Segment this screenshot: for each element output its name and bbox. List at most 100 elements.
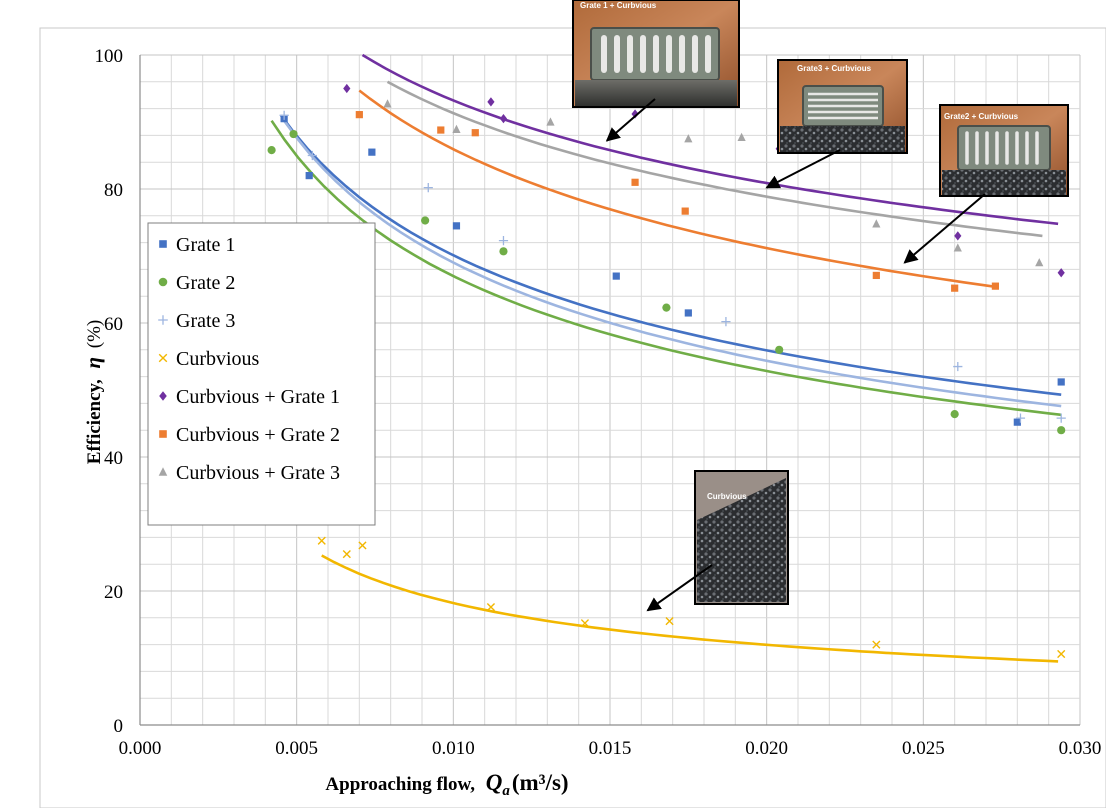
data-point-series-2-1 <box>307 150 317 161</box>
data-point-series-2-4 <box>721 317 731 327</box>
data-point-series-2-3 <box>498 235 509 246</box>
data-point-series-3-3 <box>486 602 496 612</box>
trend-line-series-6 <box>386 80 1043 238</box>
inset-arrow-3 <box>646 564 713 612</box>
y-axis-label: Efficiency, <box>84 379 105 464</box>
legend-marker-6 <box>158 467 168 476</box>
data-point-series-4-2 <box>499 114 508 124</box>
data-point-series-3-7 <box>1057 649 1066 659</box>
data-point-series-5-1 <box>437 126 445 134</box>
data-point-series-1-3 <box>499 247 508 256</box>
data-point-series-6-2 <box>546 117 555 126</box>
inset-photos: Grate 1 + Curbvious Grate3 + Curbvious <box>572 0 1069 605</box>
data-point-series-3-6 <box>872 640 881 649</box>
data-point-series-0-6 <box>1013 418 1021 426</box>
data-point-series-0-2 <box>368 148 376 156</box>
data-point-series-6-5 <box>872 219 881 228</box>
data-point-series-2-5 <box>953 361 963 372</box>
data-point-series-0-1 <box>305 172 313 180</box>
data-point-series-6-4 <box>737 132 746 142</box>
x-tick-label: 0.030 <box>1059 738 1102 759</box>
legend-label-5: Curbvious + Grate 2 <box>176 424 340 446</box>
data-point-series-3-4 <box>580 619 590 628</box>
x-axis-symbol: Q <box>486 770 503 795</box>
inset-grate2-label: Grate2 + Curbvious <box>944 112 1019 121</box>
x-tick-label: 0.025 <box>902 738 945 759</box>
x-tick-label: 0.015 <box>589 738 632 759</box>
x-axis-units: (m³/s) <box>512 770 569 795</box>
y-tick-label: 60 <box>104 314 123 335</box>
data-point-series-0-5 <box>684 309 692 317</box>
inset-grate2-curbvious: Grate2 + Curbvious <box>939 104 1069 197</box>
data-point-series-3-2 <box>358 541 367 550</box>
data-point-series-1-7 <box>1057 426 1066 435</box>
data-point-series-5-0 <box>355 111 363 119</box>
data-point-series-5-4 <box>681 207 689 215</box>
trend-line-series-5 <box>358 89 996 289</box>
inset-arrows <box>605 98 986 612</box>
data-point-series-1-1 <box>289 129 298 139</box>
tick-labels: 0.000 0.005 0.010 0.015 0.020 0.025 0.030 0 20 40… <box>95 46 1102 759</box>
data-point-series-5-3 <box>631 178 639 186</box>
x-axis-label: Approaching flow, <box>325 774 475 795</box>
legend-label-0: Grate 1 <box>176 234 235 256</box>
data-point-series-3-0 <box>317 536 326 545</box>
data-point-series-3-5 <box>665 617 674 626</box>
data-point-series-5-7 <box>991 282 999 290</box>
data-point-series-6-7 <box>1035 258 1044 267</box>
legend-marker-4 <box>159 391 167 401</box>
legend-label-1: Grate 2 <box>176 272 235 294</box>
trend-line-series-2 <box>283 119 1062 408</box>
inset-arrow-0 <box>605 98 656 142</box>
data-point-series-0-3 <box>452 222 461 230</box>
x-axis-title: Approaching flow, Qa(m³/s) <box>325 770 568 799</box>
data-point-series-2-7 <box>1056 413 1066 423</box>
y-tick-label: 80 <box>104 180 123 201</box>
legend: Grate 1 Grate 2 Grate 3 Curbvious Curbvious … <box>147 222 376 526</box>
data-point-series-2-2 <box>423 183 433 193</box>
data-point-series-6-0 <box>383 99 392 108</box>
inset-grate1-curbvious: Grate 1 + Curbvious <box>572 0 740 108</box>
data-point-series-1-6 <box>950 410 959 419</box>
data-point-series-4-1 <box>487 97 495 107</box>
data-point-series-6-1 <box>452 124 461 133</box>
x-axis-subscript: a <box>502 783 510 799</box>
x-tick-label: 0.020 <box>745 738 788 759</box>
axes <box>139 55 1080 726</box>
data-point-series-1-2 <box>421 216 430 225</box>
y-tick-label: 100 <box>95 46 124 67</box>
data-point-series-0-4 <box>612 272 620 280</box>
inset-grate1-label: Grate 1 + Curbvious <box>580 1 657 10</box>
data-point-series-6-6 <box>953 243 962 252</box>
trend-line-series-0 <box>279 114 1062 396</box>
inset-arrow-2 <box>903 193 986 264</box>
inset-curbvious: Curbvious <box>694 470 789 605</box>
data-point-series-5-2 <box>471 129 479 137</box>
data-point-series-0-7 <box>1057 378 1065 386</box>
data-point-series-1-4 <box>662 303 671 312</box>
legend-marker-3 <box>158 353 168 363</box>
legend-marker-1 <box>158 277 168 287</box>
data-point-series-3-1 <box>342 550 351 559</box>
inset-grate3-curbvious: Grate3 + Curbvious <box>777 59 908 154</box>
legend-label-2: Grate 3 <box>176 310 235 332</box>
data-point-series-1-5 <box>775 345 784 354</box>
trend-line-series-3 <box>321 554 1059 663</box>
legend-label-6: Curbvious + Grate 3 <box>176 462 340 484</box>
legend-label-4: Curbvious + Grate 1 <box>176 386 340 408</box>
x-tick-label: 0.005 <box>275 738 318 759</box>
trend-line-series-1 <box>270 119 1062 417</box>
data-point-series-2-6 <box>1015 413 1026 423</box>
data-point-series-4-0 <box>343 83 351 94</box>
legend-box <box>147 222 376 526</box>
legend-marker-0 <box>159 240 167 248</box>
data-point-series-5-6 <box>951 284 959 292</box>
data-point-series-5-5 <box>872 271 880 280</box>
data-points <box>267 83 1066 659</box>
y-tick-label: 0 <box>114 716 124 737</box>
data-point-series-2-0 <box>279 110 289 120</box>
data-point-series-6-3 <box>684 134 693 143</box>
x-tick-label: 0.010 <box>432 738 475 759</box>
data-point-series-4-3 <box>631 109 639 119</box>
